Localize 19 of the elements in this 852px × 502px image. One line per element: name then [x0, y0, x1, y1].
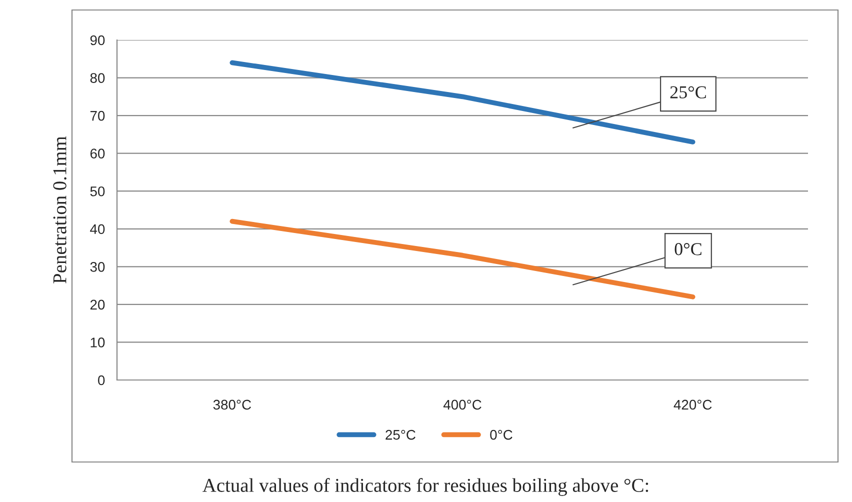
y-tick-label: 0 — [98, 375, 105, 386]
y-tick-label: 70 — [90, 110, 105, 121]
y-tick-label: 50 — [90, 186, 105, 196]
x-tick-label: 420°C — [674, 400, 712, 410]
annotation: 25°C — [670, 86, 706, 98]
legend-label: 0°C — [490, 430, 512, 440]
y-axis-title: Penetration 0.1mm — [53, 136, 66, 284]
y-tick-label: 40 — [90, 224, 105, 234]
y-tick-label: 30 — [90, 262, 105, 272]
annotation: 0°C — [674, 243, 702, 256]
y-tick-label: 80 — [90, 73, 105, 83]
x-tick-label: 380°C — [213, 400, 252, 410]
y-tick-label: 90 — [90, 35, 105, 46]
y-tick-label: 60 — [90, 148, 105, 159]
y-tick-label: 20 — [90, 300, 105, 310]
legend-label: 25°C — [386, 430, 416, 440]
y-tick-label: 10 — [90, 338, 105, 348]
x-axis-title: Actual values of indicators for residues boiling above °C: — [202, 478, 648, 496]
x-tick-label: 400°C — [443, 400, 482, 410]
